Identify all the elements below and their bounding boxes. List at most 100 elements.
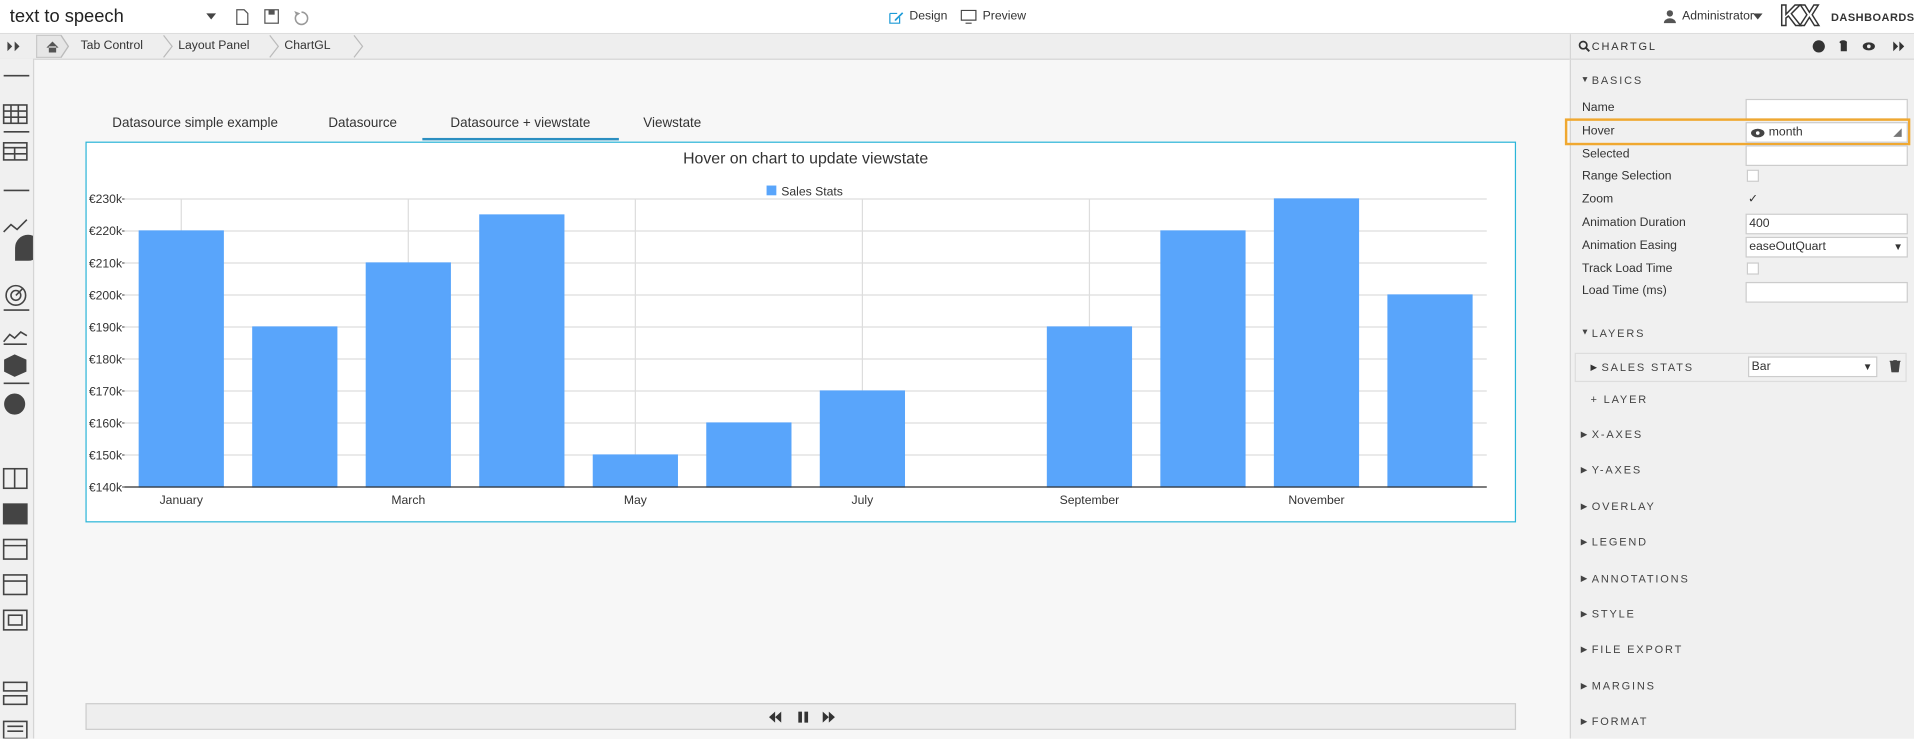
input[interactable]	[1745, 213, 1908, 235]
section-title[interactable]: MARGINS	[1591, 679, 1656, 692]
breadcrumb-bar	[0, 34, 1570, 60]
x-tick-label: July	[852, 493, 875, 507]
user-caret[interactable]	[1752, 13, 1763, 20]
section-title[interactable]: LEGEND	[1591, 536, 1648, 549]
logo: KX	[1779, 0, 1820, 34]
chart-title: Hover on chart to update viewstate	[683, 151, 928, 168]
section-title[interactable]: STYLE	[1591, 607, 1636, 621]
y-tick-label: €170k	[89, 384, 123, 398]
panel-icons[interactable]	[1811, 39, 1909, 54]
section-title[interactable]: Y-AXES	[1591, 464, 1643, 477]
section-toggle[interactable]: ▶	[1580, 717, 1588, 727]
layer-type-value: Bar	[1751, 360, 1771, 374]
delete-layer[interactable]	[1889, 359, 1901, 376]
section-toggle[interactable]: ▶	[1580, 610, 1588, 619]
section-title[interactable]: FORMAT	[1591, 715, 1649, 728]
property-label: Track Load Time	[1581, 261, 1673, 276]
chart[interactable]: Hover on chart to update viewstate €140k €…	[85, 142, 1516, 523]
input[interactable]	[1745, 121, 1908, 143]
layer-row	[1574, 352, 1907, 383]
design-mode[interactable]: Design	[909, 9, 948, 24]
bar	[138, 230, 224, 488]
breadcrumb[interactable]: Layout Panel	[178, 39, 250, 53]
dropdown-icon[interactable]	[205, 12, 217, 22]
logo-text: DASHBOARDS	[1830, 10, 1914, 24]
section-title[interactable]: OVERLAY	[1591, 500, 1656, 513]
section-toggle[interactable]: ▶	[1580, 682, 1588, 691]
bar	[706, 422, 792, 488]
panel-title: CHARTGL	[1591, 40, 1657, 53]
section-toggle[interactable]: ▼	[1580, 328, 1590, 337]
tab[interactable]: Datasource simple example	[112, 115, 278, 131]
section-toggle[interactable]: ▶	[1580, 502, 1588, 512]
section-title[interactable]: ANNOTATIONS	[1591, 571, 1690, 585]
component-icons[interactable]	[0, 59, 42, 739]
toolbar-icons[interactable]	[234, 9, 315, 26]
input[interactable]	[1745, 144, 1908, 166]
checkbox[interactable]: ✓	[1747, 193, 1759, 207]
eye-icon	[1751, 128, 1765, 138]
breadcrumb[interactable]: Tab Control	[80, 39, 143, 53]
select[interactable]	[1745, 236, 1908, 258]
y-tick-label: €200k	[89, 288, 123, 302]
x-tick-label: May	[624, 493, 648, 507]
edit-icon[interactable]: ◢	[1893, 125, 1902, 138]
add-layer[interactable]: + LAYER	[1590, 393, 1649, 406]
checkbox[interactable]	[1746, 170, 1759, 183]
bar	[1387, 294, 1473, 488]
tab[interactable]: Datasource + viewstate	[422, 114, 619, 141]
property-value: 400	[1749, 217, 1770, 231]
property-label: Animation Duration	[1581, 216, 1686, 230]
section-title[interactable]: BASICS	[1591, 74, 1644, 87]
y-tick-label: €190k	[89, 320, 123, 334]
tab[interactable]: Datasource	[328, 115, 398, 131]
section-toggle[interactable]: ▶	[1580, 646, 1588, 655]
breadcrumb[interactable]: ChartGL	[284, 39, 331, 53]
select-caret: ▼	[1862, 361, 1873, 373]
section-title[interactable]: FILE EXPORT	[1591, 643, 1684, 656]
highlight	[1564, 118, 1911, 146]
bar	[479, 214, 565, 488]
top-bar: text to speech Design Preview Administra…	[0, 0, 1914, 35]
section-toggle[interactable]: ▶	[1580, 538, 1588, 548]
playback-bar	[85, 703, 1517, 730]
dashboard-title[interactable]: text to speech	[9, 6, 124, 27]
panel-header: CHARTGL	[1569, 34, 1914, 60]
layer-type[interactable]	[1747, 356, 1878, 378]
section-toggle[interactable]: ▶	[1580, 574, 1588, 583]
section-toggle[interactable]: ▶	[1580, 466, 1588, 476]
select-caret: ▼	[1893, 241, 1903, 253]
property-label: Range Selection	[1581, 170, 1672, 184]
search-icon[interactable]	[1578, 40, 1590, 52]
preview-icon[interactable]	[960, 9, 977, 25]
legend-swatch	[766, 185, 777, 196]
user-name[interactable]: Administrator	[1682, 9, 1754, 24]
layer-name[interactable]: SALES STATS	[1601, 361, 1694, 374]
y-tick-label: €210k	[89, 256, 123, 270]
property-label: Zoom	[1581, 193, 1614, 207]
section-toggle[interactable]: ▶	[1580, 430, 1588, 440]
property-label: Animation Easing	[1581, 239, 1677, 253]
y-tick-label: €220k	[89, 224, 123, 238]
playback-controls[interactable]	[768, 710, 836, 723]
bar	[365, 262, 451, 488]
section-title[interactable]: LAYERS	[1591, 327, 1646, 340]
tab[interactable]: Viewstate	[643, 115, 702, 131]
bar	[1046, 326, 1133, 488]
x-tick-label: November	[1288, 493, 1344, 507]
x-tick-label: September	[1060, 493, 1120, 507]
expand-sidebar[interactable]	[7, 41, 22, 52]
design-icon[interactable]	[889, 10, 905, 25]
section-toggle[interactable]: ▼	[1580, 75, 1590, 85]
user-icon[interactable]	[1663, 10, 1676, 24]
preview-mode[interactable]: Preview	[982, 9, 1027, 24]
section-title[interactable]: X-AXES	[1591, 428, 1644, 441]
input[interactable]	[1745, 98, 1908, 120]
layer-toggle[interactable]: ▶	[1590, 363, 1598, 373]
input[interactable]	[1745, 282, 1908, 304]
trash-icon[interactable]	[1889, 359, 1901, 373]
checkbox[interactable]	[1746, 261, 1759, 275]
legend: Sales Stats	[766, 184, 843, 198]
